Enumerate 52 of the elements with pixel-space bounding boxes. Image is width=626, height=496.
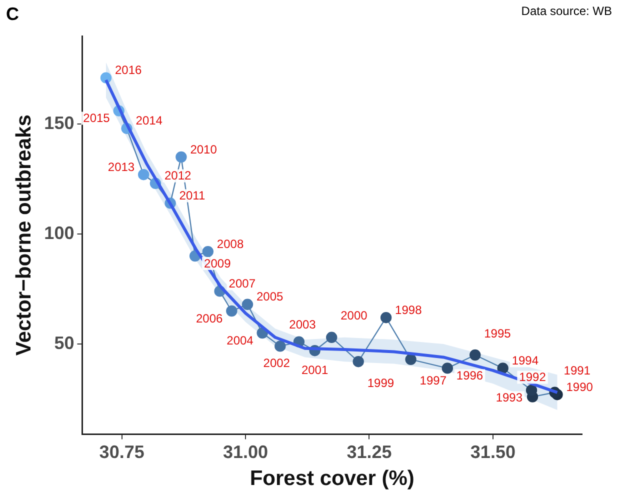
annotation: 2003 [289,318,316,332]
annotation: 2016 [114,63,142,78]
point [138,169,150,180]
x-tick-label: 31.50 [470,442,516,462]
x-tick-label: 31.00 [223,442,268,462]
annotation: 2011 [179,188,206,203]
point [470,349,481,361]
annotation: 2008 [216,236,244,251]
annotation: 1994 [512,354,539,368]
point [326,332,338,343]
annotation: 1991 [564,364,591,378]
point [176,151,187,163]
y-tick-label: 50 [54,332,74,353]
point [202,246,214,258]
point [226,305,238,317]
annotation: 2000 [340,308,368,323]
annotation: 2007 [228,276,256,291]
point [497,362,508,374]
annotation: 1995 [484,326,512,340]
annotation: 2006 [196,311,223,326]
x-axis-title: Forest cover (%) [250,467,414,490]
annotation: 2015 [83,111,110,126]
annotation: 1996 [456,368,484,383]
annotation: 2001 [301,362,328,377]
point [442,362,454,374]
annotation: 2005 [256,290,284,304]
x-tick-label: 31.25 [346,442,392,462]
annotation: 1998 [395,302,422,317]
annotation: 1990 [566,380,594,394]
annotation: 2012 [164,168,192,183]
point [352,356,364,368]
annotation: 2009 [204,256,232,270]
annotation: 1999 [367,376,394,390]
annotation: 2004 [226,333,254,348]
annotation: 2002 [263,356,290,370]
point [242,298,254,310]
x-tick-label: 30.75 [99,442,144,462]
annotation: 2014 [136,114,163,128]
annotation: 2013 [108,160,135,174]
point [274,340,286,352]
y-tick-label: 100 [44,222,74,243]
annotation: 1992 [519,370,546,384]
text: C [6,4,19,25]
y-axis-title: Vector−borne outbreaks [12,114,36,356]
source-note: Data source: WB [521,4,612,18]
point [526,384,538,396]
annotation: 1993 [496,390,523,405]
annotation: 1997 [420,374,447,388]
y-tick-label: 150 [44,112,74,133]
point [380,312,392,324]
annotation: 2010 [190,142,218,156]
point [405,354,416,365]
